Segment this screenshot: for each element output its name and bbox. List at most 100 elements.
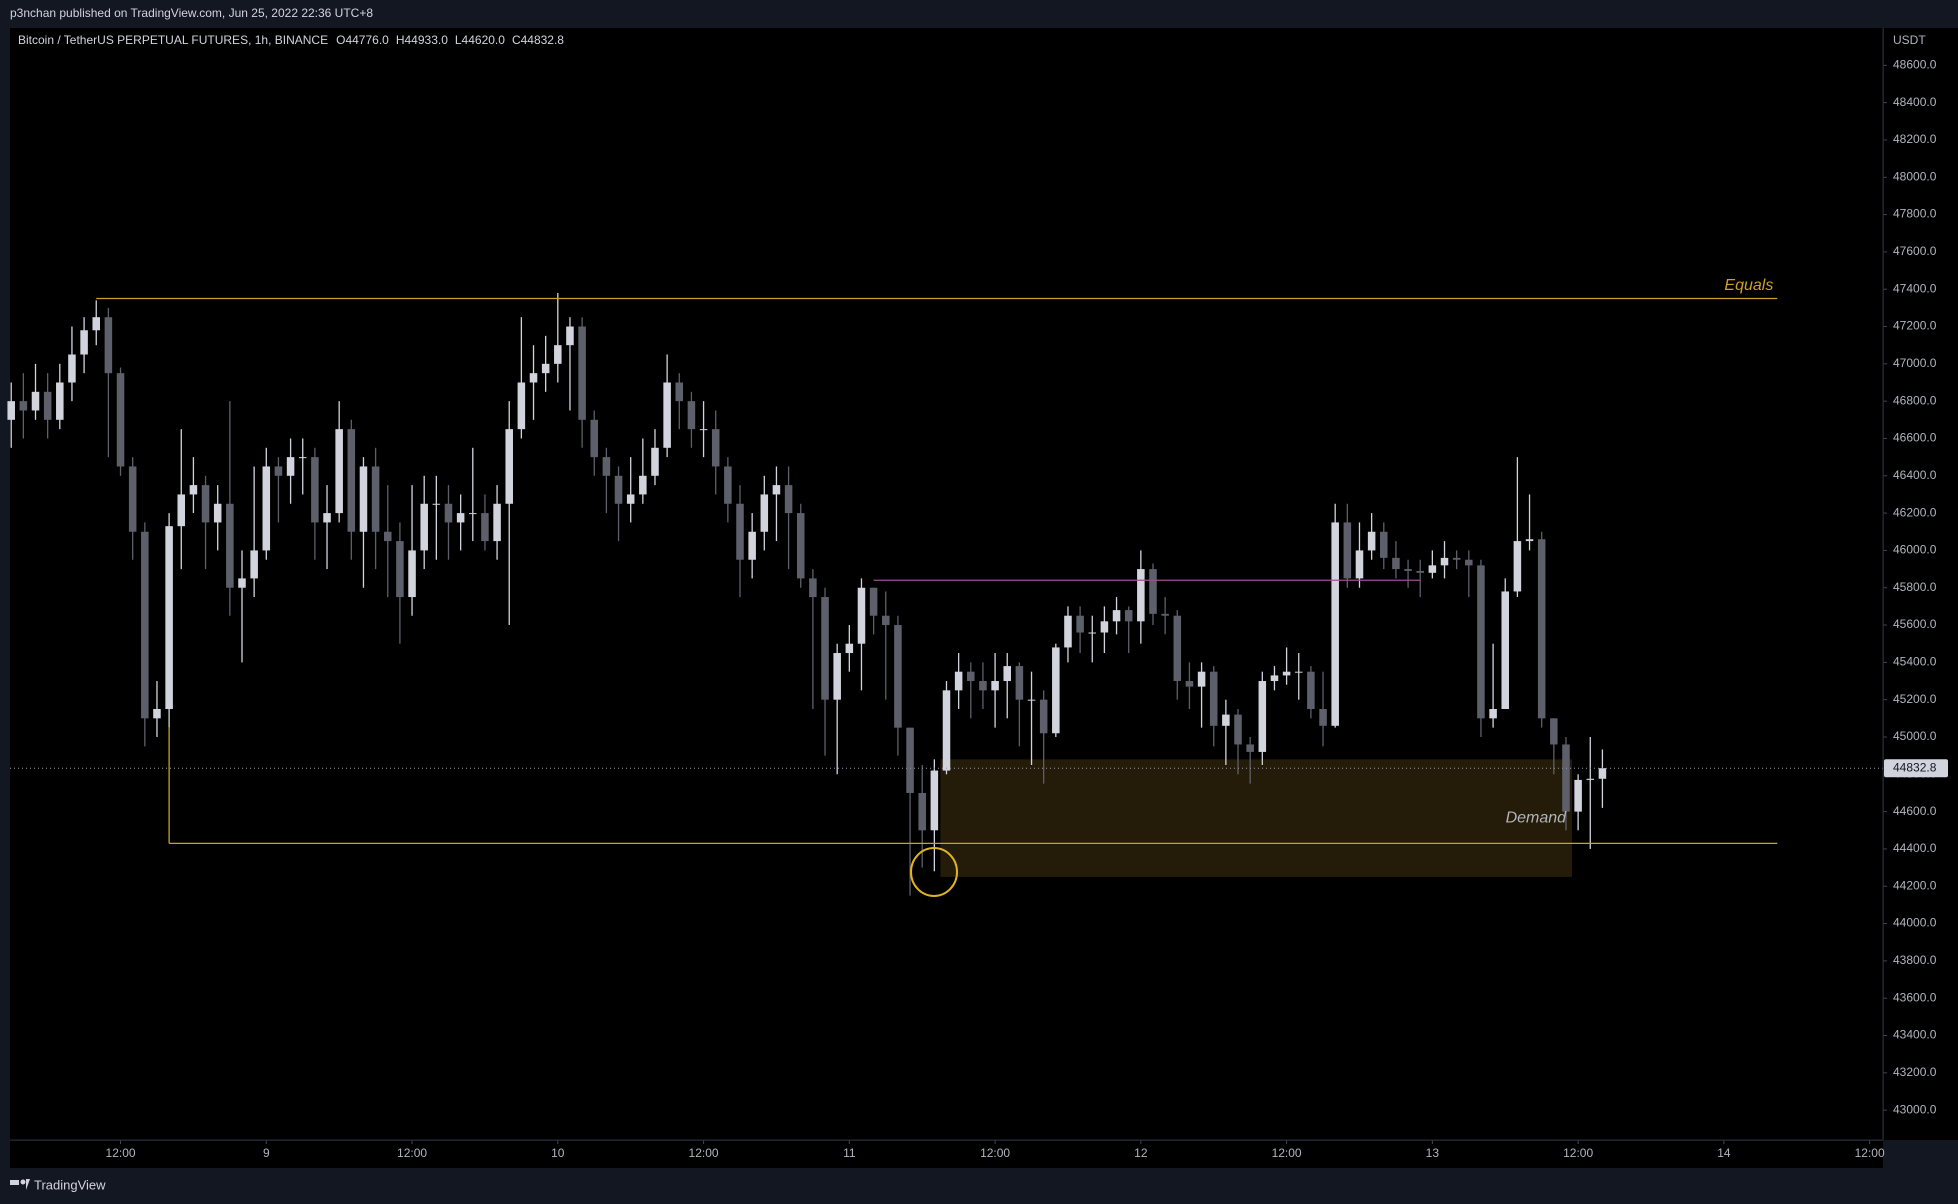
demand-zone [940,759,1573,877]
x-tick-label: 13 [1426,1146,1440,1160]
candle-body [1149,569,1157,614]
y-tick-label: 47200.0 [1893,319,1937,333]
candle-body [238,578,246,588]
candle-body [347,429,356,532]
candle-body [1343,522,1352,579]
candle-body [262,466,271,551]
candle-body [1477,565,1485,719]
candle-body [201,485,210,523]
candle-body [56,382,64,420]
candle-body [590,419,599,458]
candle-body [1307,671,1315,710]
candle-body [1258,681,1267,752]
candle-body [1465,559,1473,566]
candle-body [675,382,684,402]
candle-body [1282,671,1291,676]
y-tick-label: 46200.0 [1893,505,1937,519]
y-tick-label: 46800.0 [1893,393,1937,407]
candle-body [1197,671,1206,687]
y-tick-label: 43600.0 [1893,990,1937,1004]
candle-body [711,429,720,467]
candle-body [1392,557,1400,570]
candle-body [1052,647,1060,734]
candle-body [1537,539,1546,719]
candle-body [481,513,489,542]
candle-body [408,550,416,598]
candle-body [724,466,732,504]
currency: USDT [1893,33,1926,47]
candle-body [153,709,161,719]
candle-body [141,531,149,719]
y-tick-label: 43400.0 [1893,1028,1937,1042]
candle-body [165,526,173,710]
candle-body [614,475,623,504]
ohlc-label: H44933.0 [396,33,448,47]
candle-body [930,770,939,831]
candle-body [1319,709,1327,726]
y-tick-label: 44000.0 [1893,916,1937,930]
candle-body [31,391,40,411]
footer-brand: TradingView [34,1177,106,1192]
price-axis [1884,28,1958,1140]
candle-body [335,429,343,514]
candle-body [420,503,428,551]
y-tick-label: 47400.0 [1893,281,1937,295]
candle-body [359,466,368,532]
candle-body [432,503,441,505]
ohlc-label: L44620.0 [455,33,505,47]
candle-body [869,587,878,616]
candle-body [541,363,550,374]
candle-body [1489,709,1497,719]
circle-annotation [910,847,958,897]
candle-layer [7,292,1607,896]
candle-body [954,671,963,691]
symbol: Bitcoin / TetherUS PERPETUAL FUTURES, 1h… [18,33,328,47]
candle-body [469,513,477,515]
ohlc-label: O44776.0 [336,33,389,47]
candle-body [505,429,513,504]
candle-body [1404,569,1412,571]
last-price-box [1884,759,1948,778]
y-tick-label: 46400.0 [1893,468,1937,482]
candle-body [1355,550,1364,579]
candle-body [736,503,744,560]
candle-body [1039,699,1048,734]
ohlc-label: C44832.8 [512,33,564,47]
candle-body [1015,666,1024,700]
candle-body [1380,531,1388,558]
x-tick-label: 10 [551,1146,565,1160]
y-tick-label: 45400.0 [1893,655,1937,669]
candle-body [177,494,186,527]
candle-body [1586,778,1595,780]
y-tick-label: 43800.0 [1893,953,1937,967]
y-tick-label: 47800.0 [1893,207,1937,221]
y-tick-label: 43200.0 [1893,1065,1937,1079]
y-tick-label: 48600.0 [1893,57,1937,71]
y-tick-label: 45000.0 [1893,729,1937,743]
candle-body [43,391,52,420]
candle-body [1562,744,1570,812]
candle-body [1003,666,1011,682]
candle-body [1598,768,1607,779]
candle-body [1501,591,1510,710]
candle-body [396,541,404,598]
candle-body [1550,718,1558,745]
candle-body [456,513,465,523]
y-tick-label: 45200.0 [1893,692,1937,706]
candle-body [857,587,866,644]
candle-body [894,625,902,728]
candle-body [68,354,76,383]
candle-body [1112,610,1121,622]
candle-body [92,317,101,331]
y-tick-label: 44200.0 [1893,878,1937,892]
candle-body [444,503,453,523]
candle-body [1088,632,1097,634]
y-tick-label: 47600.0 [1893,244,1937,258]
y-tick-label: 45600.0 [1893,617,1937,631]
candle-body [493,503,501,542]
candle-body [639,475,647,495]
x-tick-label: 12 [1134,1146,1148,1160]
y-tick-label: 44600.0 [1893,804,1937,818]
x-tick-label: 12:00 [689,1146,719,1160]
candle-body [1331,522,1339,726]
